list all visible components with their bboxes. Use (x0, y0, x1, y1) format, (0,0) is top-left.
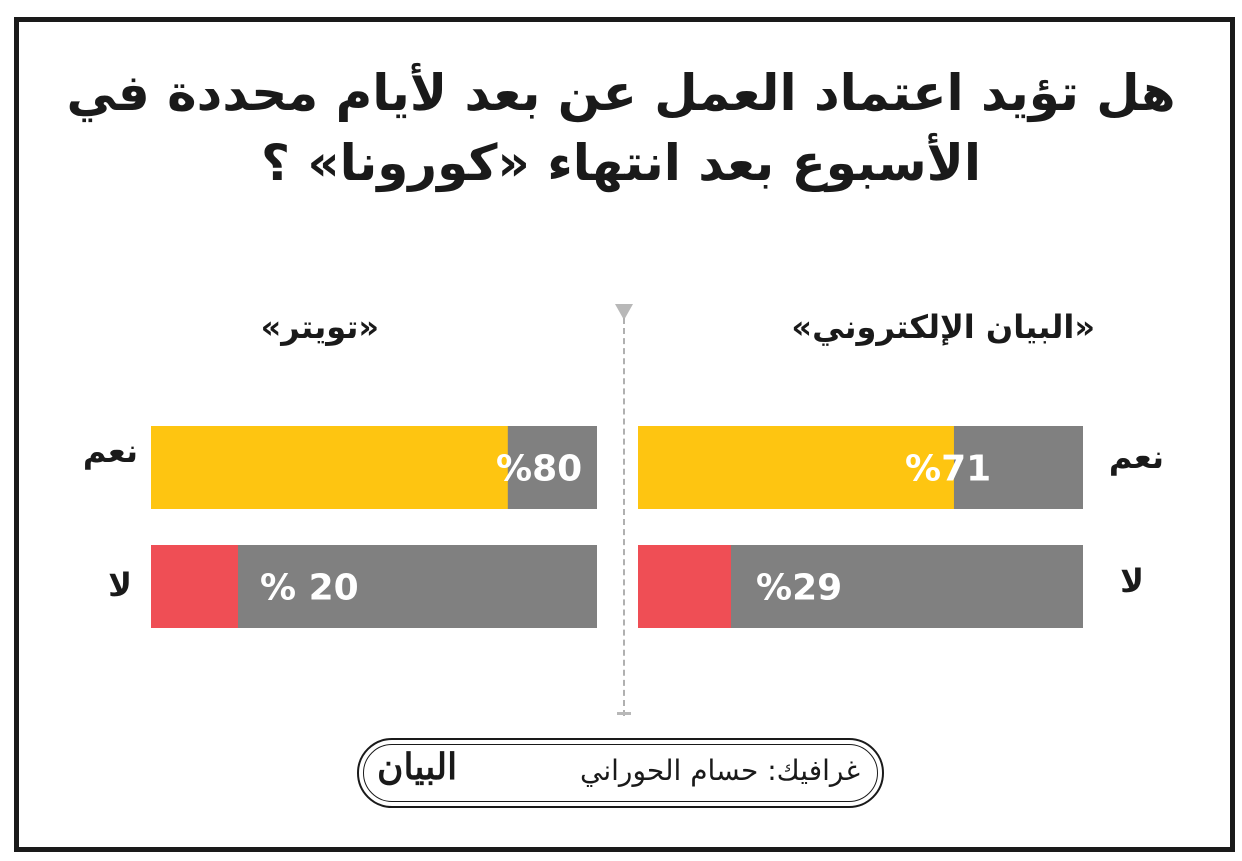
bar-fill-twitter-لا (151, 545, 238, 628)
bar-value-label-twitter-1: % 20 (260, 568, 359, 609)
graphic-credit: غرافيك: حسام الحوراني (580, 754, 860, 787)
panel-divider (623, 318, 625, 716)
bar-fill-twitter-نعم (151, 426, 508, 509)
row-label-yes-right: نعم (1108, 438, 1164, 476)
title-line-1: هل تؤيد اعتماد العمل عن بعد لأيام محددة … (66, 64, 1176, 122)
credit-box: غرافيك: حسام الحوراني البيان (357, 738, 884, 808)
row-label-no-left: لا (108, 566, 132, 604)
bar-fill-albayan-نعم (638, 426, 954, 509)
credit-box-inner-border (363, 744, 878, 802)
panel-title-twitter: «تويتر» (260, 308, 379, 346)
albayan-logo: البيان (377, 746, 458, 788)
divider-arrow-icon (615, 304, 633, 320)
bar-fill-albayan-لا (638, 545, 731, 628)
graphic-frame (14, 17, 1235, 852)
title-line-2: الأسبوع بعد انتهاء «كورونا» ؟ (260, 134, 982, 192)
chart-title: هل تؤيد اعتماد العمل عن بعد لأيام محددة … (0, 58, 1242, 198)
divider-end-mark (617, 712, 631, 715)
row-label-yes-left: نعم (82, 432, 138, 470)
row-label-no-right: لا (1120, 562, 1144, 600)
bar-value-label-albayan-1: %29 (756, 568, 842, 609)
bar-value-label-albayan-0: %71 (905, 449, 991, 490)
bar-value-label-twitter-0: %80 (496, 449, 582, 490)
panel-title-albayan: «البيان الإلكتروني» (791, 308, 1095, 346)
